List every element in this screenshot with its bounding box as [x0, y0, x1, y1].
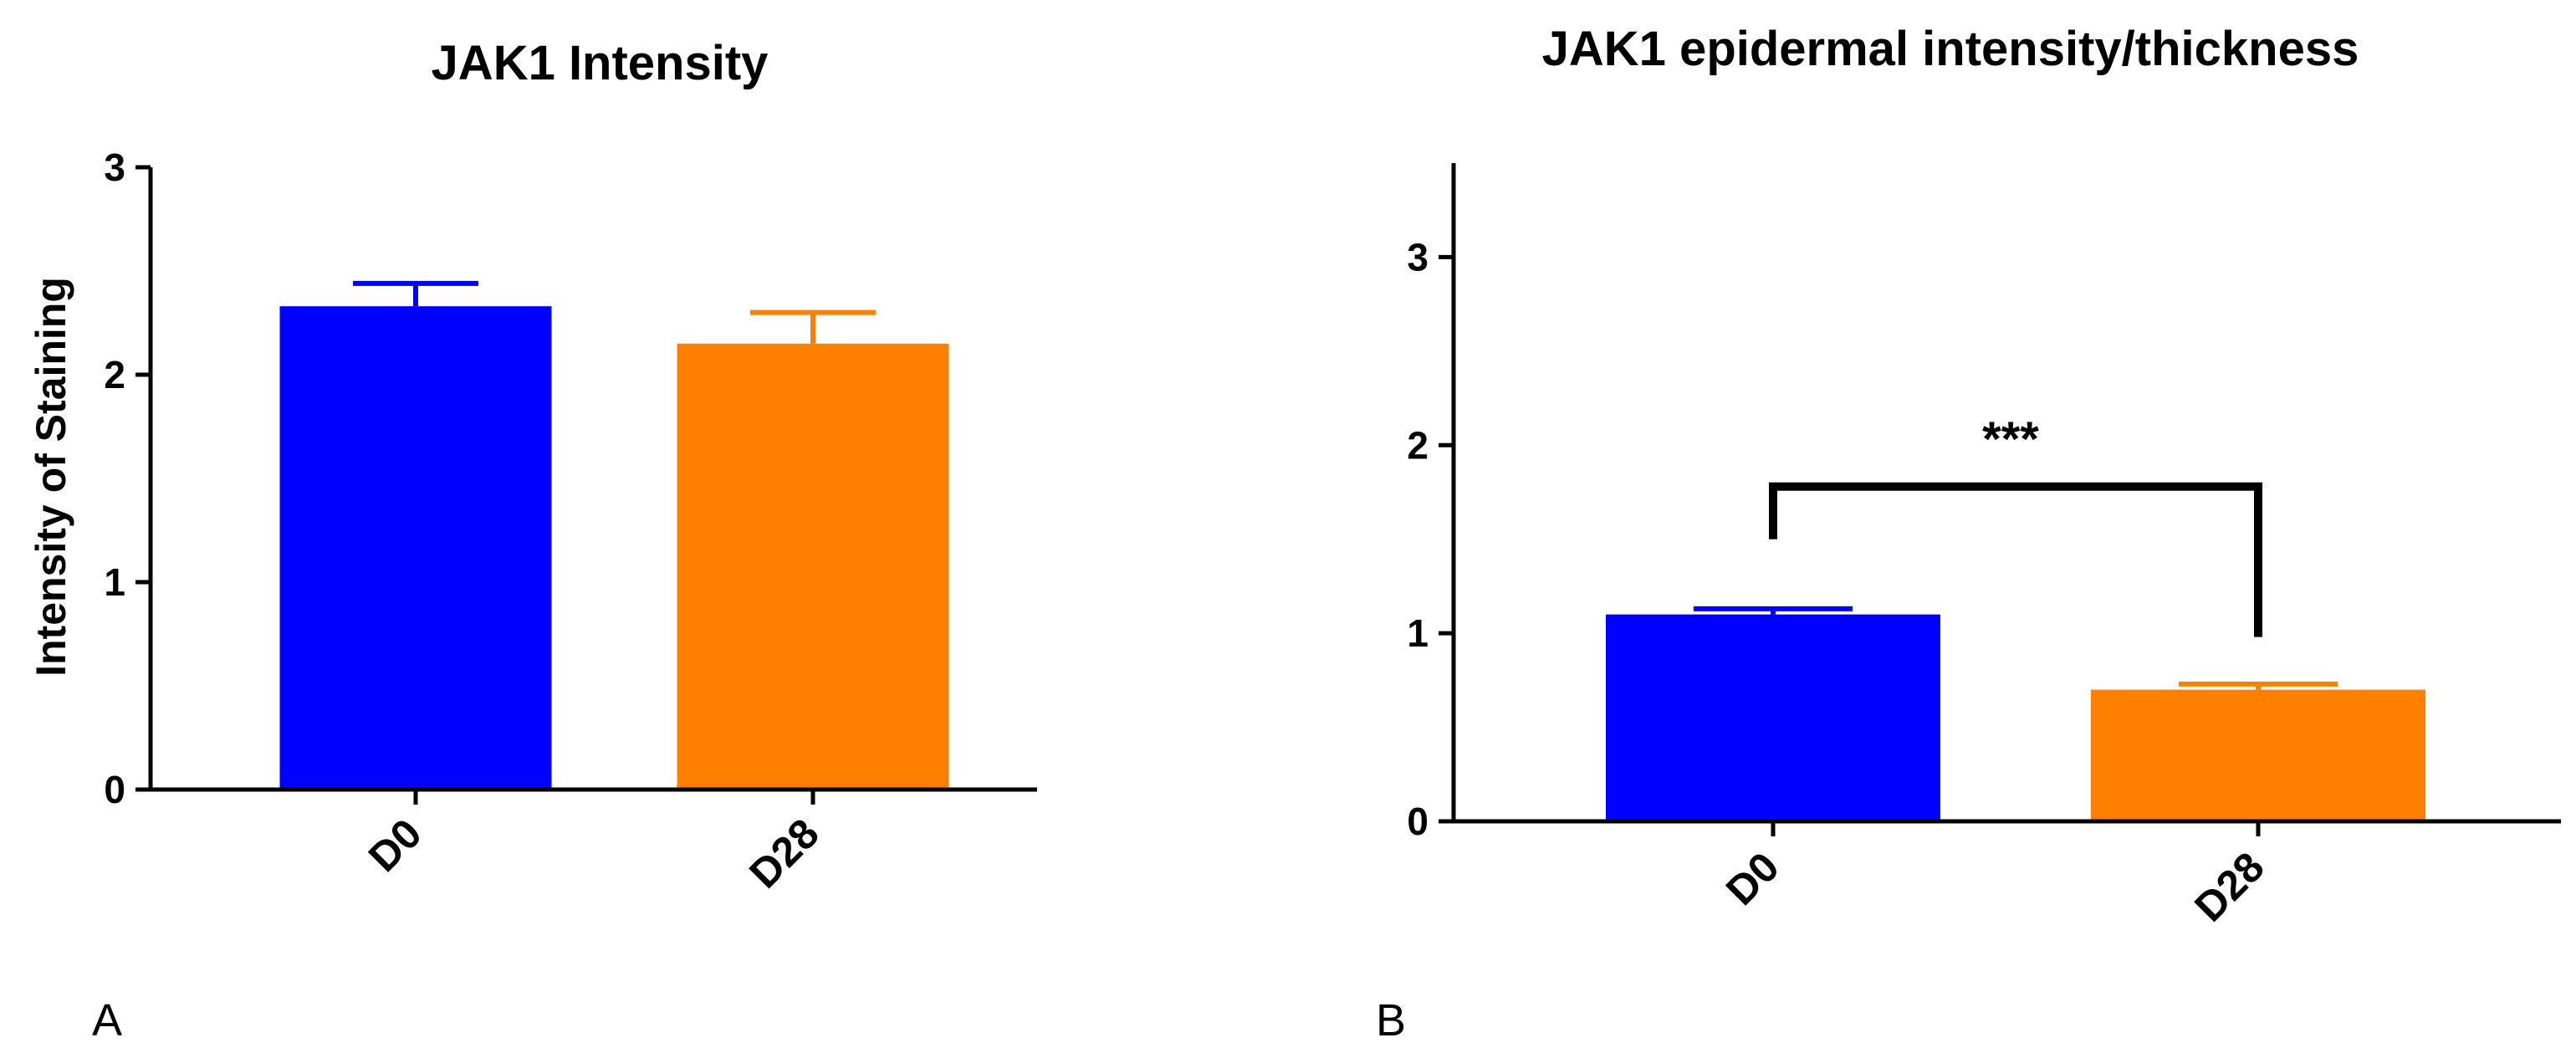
chart-b-significance-bracket: [1769, 482, 2262, 637]
chart-a-ytick-label: 3: [104, 146, 125, 189]
chart-a-ytick-label: 2: [104, 353, 125, 396]
panel-b-label: B: [1376, 995, 1406, 1045]
chart-a-title: JAK1 Intensity: [432, 36, 769, 90]
chart-b-xtick-label-d28: D28: [2185, 843, 2272, 930]
chart-b-bar-d0: [1606, 614, 1940, 821]
chart-a-y-axis-label: Intensity of Staining: [28, 277, 74, 677]
chart-b-ytick-label: 0: [1407, 800, 1429, 843]
chart-b-title: JAK1 epidermal intensity/thickness: [1542, 22, 2359, 76]
chart-a-bar-d0: [279, 306, 552, 790]
panel-a-label: A: [92, 995, 122, 1045]
chart-panel-b: JAK1 epidermal intensity/thickness 0 1 2 3 D…: [1376, 22, 2561, 1045]
chart-panel-a: JAK1 Intensity Intensity of Staining 0 1 2…: [28, 36, 1037, 1045]
chart-a-ytick-label: 0: [104, 768, 125, 811]
chart-b-xtick-label-d0: D0: [1717, 843, 1788, 914]
chart-b-ytick-label: 3: [1407, 235, 1429, 279]
chart-b-ytick-label: 1: [1407, 611, 1429, 655]
chart-b-bar-d28: [2091, 689, 2425, 821]
chart-a-xtick-label-d28: D28: [740, 810, 827, 897]
chart-a-ytick-label: 1: [104, 560, 125, 604]
chart-a-xtick-label-d0: D0: [360, 810, 431, 881]
chart-a-bar-d28: [677, 343, 949, 790]
chart-b-ytick-label: 2: [1407, 423, 1429, 467]
significance-label: ***: [1982, 412, 2039, 467]
